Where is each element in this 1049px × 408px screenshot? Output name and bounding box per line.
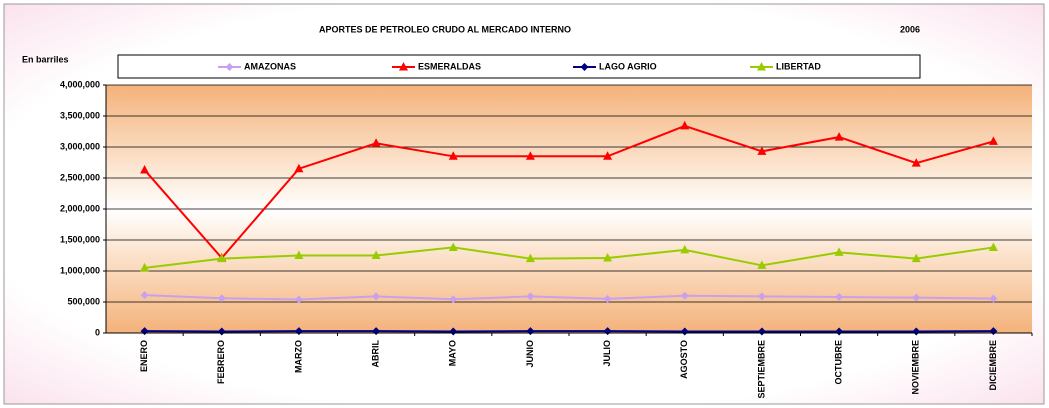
chart-title: APORTES DE PETROLEO CRUDO AL MERCADO INT… [319, 24, 571, 34]
x-tick-label: SEPTIEMBRE [756, 340, 766, 399]
data-point [603, 151, 613, 160]
legend [117, 54, 921, 79]
data-point [217, 253, 227, 263]
x-tick-label: OCTUBRE [833, 340, 843, 385]
data-point [680, 291, 689, 300]
x-tick-label: ENERO [139, 340, 149, 372]
y-tick-label: 2,500,000 [60, 172, 100, 182]
legend-label: LAGO AGRIO [599, 61, 657, 71]
data-point [448, 242, 458, 251]
legend-marker [757, 62, 766, 71]
data-point [757, 146, 767, 155]
data-point [912, 293, 921, 302]
data-point [988, 136, 998, 145]
data-point [140, 262, 150, 272]
data-point [835, 293, 844, 302]
data-point [680, 120, 690, 130]
x-tick-label: MARZO [293, 340, 303, 373]
data-point [911, 253, 921, 263]
x-tick-label: ABRIL [370, 340, 380, 368]
data-point [217, 294, 226, 303]
data-point [834, 132, 844, 141]
legend-marker [225, 63, 234, 71]
series-line [144, 246, 994, 269]
legend-label: AMAZONAS [244, 61, 296, 71]
x-tick-label: JUNIO [525, 340, 535, 368]
y-tick-label: 1,500,000 [60, 234, 100, 244]
data-point [757, 292, 766, 301]
data-point [680, 244, 690, 254]
y-axis-label: En barriles [22, 54, 69, 64]
data-point [294, 250, 304, 259]
data-point [988, 242, 998, 251]
data-point [140, 164, 150, 174]
y-tick-label: 3,000,000 [60, 141, 100, 151]
x-tick-label: DICIEMBRE [988, 340, 998, 391]
data-point [371, 138, 381, 147]
data-point [525, 151, 535, 160]
x-tick-label: MAYO [448, 340, 458, 366]
data-point [449, 295, 458, 304]
series-line [144, 294, 994, 301]
data-point [526, 292, 535, 301]
data-point [371, 250, 381, 259]
x-tick-label: NOVIEMBRE [911, 340, 921, 395]
data-point [448, 151, 458, 160]
y-tick-label: 0 [95, 327, 100, 337]
legend-marker [399, 62, 408, 71]
data-point [372, 292, 381, 301]
data-point [294, 295, 303, 304]
data-point [834, 247, 844, 256]
y-tick-label: 500,000 [67, 296, 100, 306]
x-tick-label: JULIO [602, 340, 612, 367]
x-tick-label: AGOSTO [679, 340, 689, 379]
data-point [989, 294, 998, 303]
y-tick-label: 2,000,000 [60, 203, 100, 213]
y-tick-label: 4,000,000 [60, 79, 100, 89]
chart-subtitle: 2006 [900, 24, 920, 34]
data-point [140, 291, 149, 300]
legend-label: ESMERALDAS [418, 61, 481, 71]
legend-marker [580, 63, 589, 71]
data-point [911, 158, 921, 167]
y-tick-label: 1,000,000 [60, 265, 100, 275]
series-line [143, 124, 994, 260]
data-point [294, 163, 304, 173]
data-point [757, 260, 767, 269]
data-point [525, 253, 535, 263]
data-point [603, 252, 613, 262]
y-tick-label: 3,500,000 [60, 110, 100, 120]
legend-label: LIBERTAD [776, 61, 821, 71]
data-point [603, 294, 612, 303]
x-tick-label: FEBRERO [216, 340, 226, 384]
